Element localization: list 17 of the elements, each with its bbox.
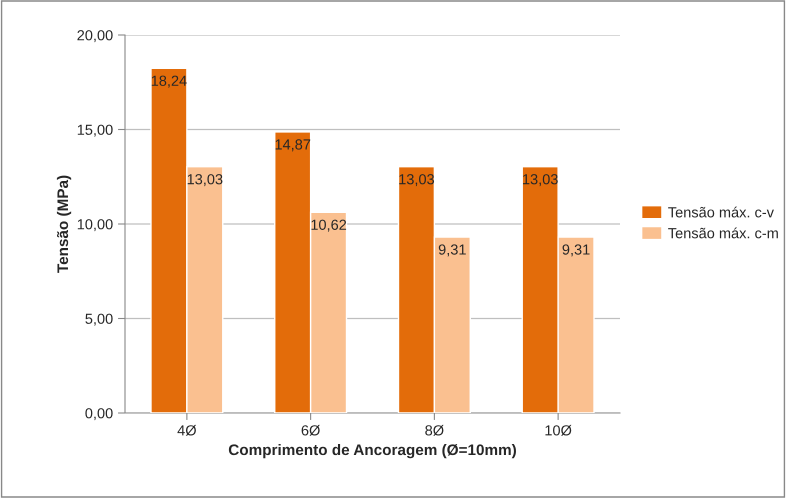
data-label: 10,62 [311, 220, 346, 232]
legend-label: Tensão máx. c-v [668, 206, 774, 218]
y-tick-label: 5,00 [85, 314, 113, 326]
y-axis-title: Tensão (MPa) [56, 176, 72, 273]
x-tick-label: 4Ø [177, 424, 196, 436]
y-tick-label: 15,00 [78, 124, 113, 137]
legend-label: Tensão máx. c-m [668, 227, 778, 238]
x-axis-title: Comprimento de Ancoragem (Ø=10mm) [228, 444, 516, 458]
x-tick-label: 10Ø [545, 424, 572, 436]
x-tick-label: 8Ø [425, 424, 444, 436]
y-tick-label: 10,00 [78, 219, 113, 232]
data-label: 9,31 [438, 244, 466, 256]
data-label: 13,03 [188, 174, 222, 186]
x-tick-label: 6Ø [302, 424, 320, 436]
data-label: 9,31 [562, 244, 590, 256]
y-tick-label: 0,00 [85, 408, 113, 420]
y-tick-label: 20,00 [77, 30, 113, 42]
